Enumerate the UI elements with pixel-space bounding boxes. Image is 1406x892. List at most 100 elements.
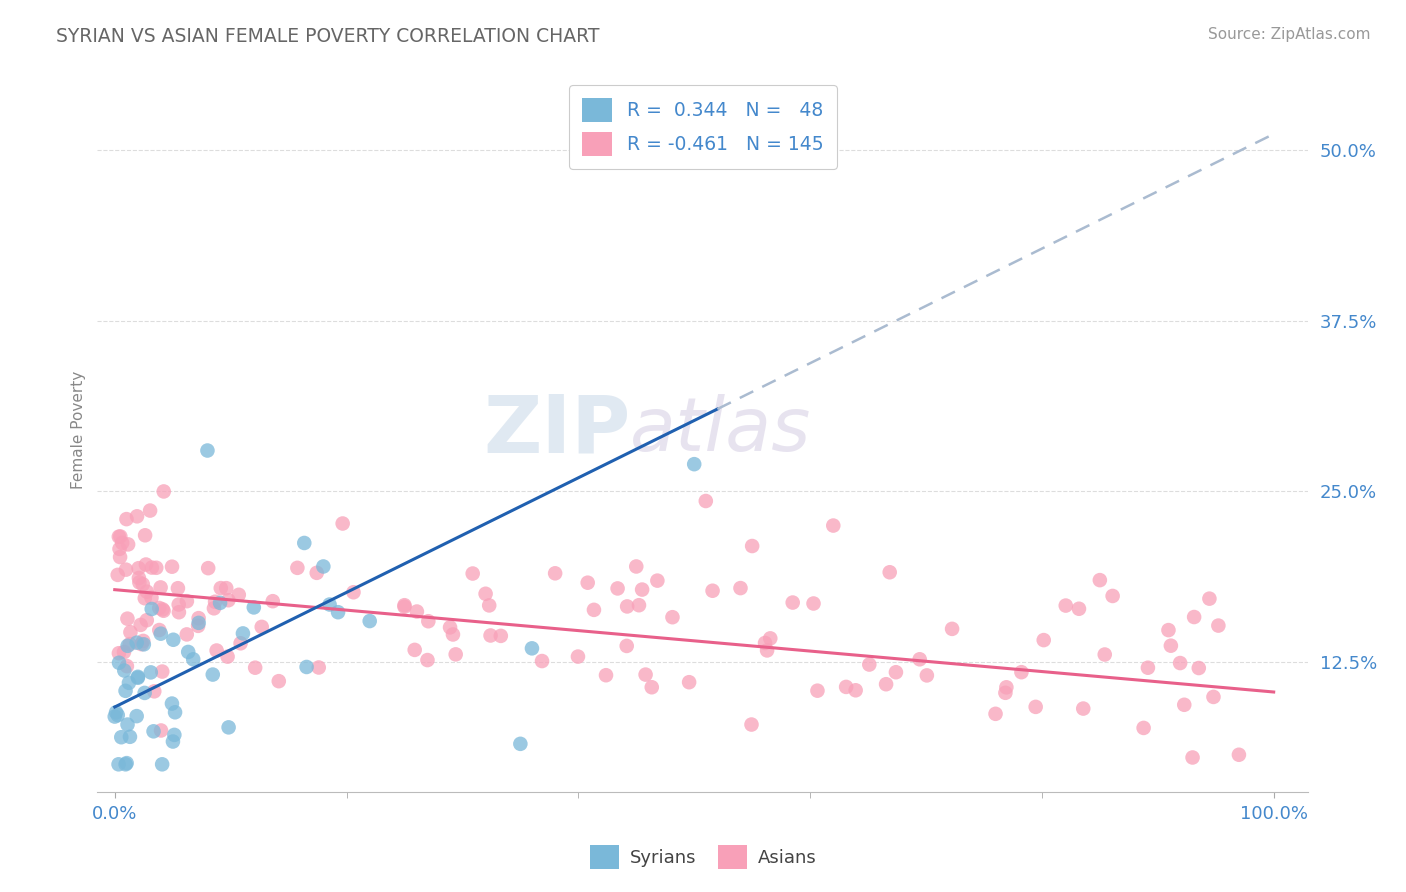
Point: [287, 561, 309, 575]
Point: [292, 536, 315, 550]
Point: [243, 600, 266, 615]
Point: [915, 668, 938, 682]
Point: [267, 674, 290, 689]
Point: [595, 668, 617, 682]
Point: [754, 636, 776, 650]
Point: [209, 596, 232, 610]
Point: [149, 626, 172, 640]
Point: [520, 641, 543, 656]
Point: [683, 457, 706, 471]
Point: [995, 681, 1018, 695]
Point: [478, 599, 501, 613]
Point: [1067, 601, 1090, 615]
Point: [215, 581, 238, 595]
Point: [145, 561, 167, 575]
Point: [107, 567, 129, 582]
Point: [176, 627, 198, 641]
Point: [631, 582, 654, 597]
Point: [181, 652, 204, 666]
Point: [110, 529, 132, 543]
Point: [134, 528, 156, 542]
Point: [406, 605, 429, 619]
Point: [740, 717, 762, 731]
Point: [1132, 721, 1154, 735]
Point: [1173, 698, 1195, 712]
Point: [131, 637, 153, 651]
Point: [845, 683, 868, 698]
Point: [118, 675, 141, 690]
Point: [150, 723, 173, 738]
Point: [756, 643, 779, 657]
Point: [342, 585, 364, 599]
Point: [318, 598, 340, 612]
Point: [132, 634, 155, 648]
Point: [641, 680, 664, 694]
Point: [132, 637, 155, 651]
Point: [1157, 623, 1180, 637]
Point: [308, 660, 330, 674]
Point: [125, 509, 148, 524]
Point: [165, 706, 187, 720]
Point: [105, 706, 128, 720]
Text: Source: ZipAtlas.com: Source: ZipAtlas.com: [1208, 27, 1371, 42]
Point: [118, 637, 141, 651]
Point: [115, 512, 138, 526]
Point: [531, 654, 554, 668]
Point: [759, 632, 782, 646]
Point: [107, 757, 129, 772]
Point: [439, 620, 461, 634]
Point: [627, 598, 650, 612]
Point: [120, 625, 142, 640]
Point: [205, 643, 228, 657]
Point: [404, 643, 426, 657]
Point: [150, 757, 173, 772]
Point: [128, 571, 150, 585]
Point: [134, 686, 156, 700]
Point: [1227, 747, 1250, 762]
Point: [127, 671, 149, 685]
Point: [201, 667, 224, 681]
Point: [875, 677, 897, 691]
Point: [127, 670, 149, 684]
Point: [444, 648, 467, 662]
Point: [108, 541, 131, 556]
Point: [394, 598, 416, 612]
Point: [115, 756, 138, 771]
Point: [418, 614, 440, 628]
Point: [148, 601, 170, 615]
Point: [461, 566, 484, 581]
Text: ZIP: ZIP: [484, 391, 630, 469]
Point: [162, 632, 184, 647]
Point: [135, 613, 157, 627]
Point: [108, 646, 131, 660]
Point: [661, 610, 683, 624]
Point: [295, 660, 318, 674]
Point: [132, 577, 155, 591]
Point: [616, 639, 638, 653]
Point: [576, 575, 599, 590]
Point: [187, 611, 209, 625]
Point: [202, 601, 225, 615]
Point: [209, 581, 232, 595]
Point: [197, 561, 219, 575]
Point: [582, 603, 605, 617]
Point: [167, 598, 190, 612]
Point: [606, 582, 628, 596]
Point: [567, 649, 589, 664]
Point: [152, 602, 174, 616]
Point: [149, 581, 172, 595]
Point: [312, 559, 335, 574]
Point: [1032, 633, 1054, 648]
Point: [1208, 618, 1230, 632]
Point: [803, 597, 825, 611]
Point: [160, 697, 183, 711]
Point: [148, 623, 170, 637]
Point: [489, 629, 512, 643]
Point: [128, 575, 150, 590]
Point: [908, 652, 931, 666]
Point: [232, 626, 254, 640]
Point: [823, 518, 845, 533]
Point: [359, 614, 381, 628]
Point: [117, 612, 139, 626]
Point: [115, 659, 138, 673]
